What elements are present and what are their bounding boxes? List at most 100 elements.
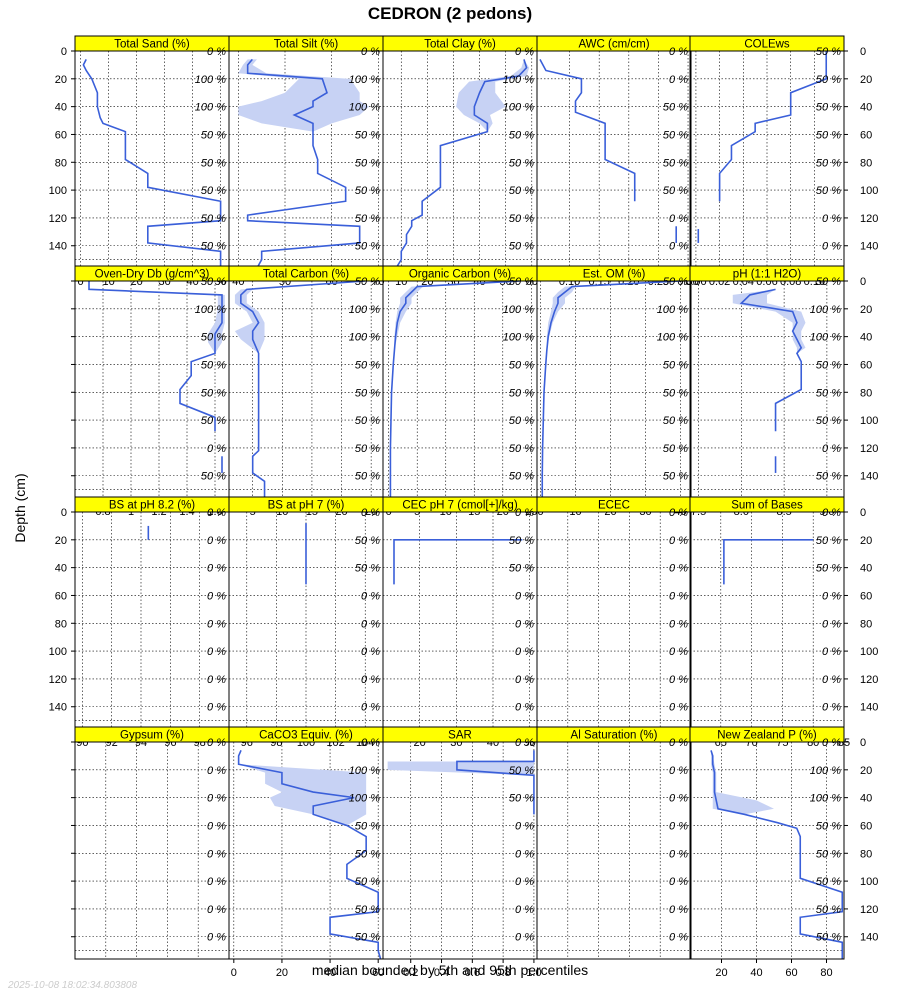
panel-title: SAR	[448, 730, 472, 742]
x-axis-label: median bounded by 5th and 95th percentil…	[311, 962, 589, 978]
pct-label: 0 %	[822, 507, 841, 519]
pct-label: 0 %	[515, 702, 534, 714]
pct-label: 0 %	[669, 46, 688, 58]
pct-label: 50 %	[355, 563, 380, 575]
pct-label: 0 %	[207, 590, 226, 602]
pct-label: 0 %	[669, 241, 688, 253]
pct-label: 0 %	[822, 590, 841, 602]
pct-label: 100 %	[349, 74, 380, 86]
pct-label: 100 %	[349, 102, 380, 114]
pct-label: 50 %	[355, 276, 380, 288]
pct-label: 50 %	[663, 443, 688, 455]
percentile-band	[396, 59, 530, 268]
pct-label: 100 %	[810, 765, 841, 777]
y-tick-label: 0	[61, 507, 67, 519]
median-line	[541, 280, 681, 498]
pct-label: 50 %	[816, 102, 841, 114]
pct-label: 0 %	[822, 646, 841, 658]
pct-label: 100 %	[349, 765, 380, 777]
pct-label: 50 %	[201, 276, 226, 288]
pct-label: 100 %	[657, 332, 688, 344]
pct-label: 50 %	[509, 387, 534, 399]
x-tick-label: 40	[750, 967, 762, 979]
x-tick-label: 0	[78, 276, 84, 288]
y-tick-label: 100	[860, 876, 878, 888]
pct-label: 0 %	[669, 674, 688, 686]
pct-label: 100 %	[195, 304, 226, 316]
pct-label: 0 %	[669, 507, 688, 519]
pct-label: 50 %	[201, 415, 226, 427]
panel-title: Sum of Bases	[731, 500, 803, 512]
pct-label: 0 %	[822, 241, 841, 253]
x-tick-label: 80	[820, 967, 832, 979]
pct-label: 50 %	[509, 276, 534, 288]
pct-label: 50 %	[355, 129, 380, 141]
pct-label: 0 %	[361, 646, 380, 658]
pct-label: 50 %	[816, 157, 841, 169]
y-tick-label: 80	[860, 618, 872, 630]
pct-label: 0 %	[361, 737, 380, 749]
panel-title: CaCO3 Equiv. (%)	[259, 730, 353, 742]
pct-label: 0 %	[669, 737, 688, 749]
y-tick-label: 140	[49, 241, 67, 253]
panel-title: ECEC	[598, 500, 630, 512]
pct-label: 0 %	[822, 702, 841, 714]
y-tick-label: 120	[49, 674, 67, 686]
pct-label: 50 %	[509, 765, 534, 777]
pct-label: 50 %	[816, 820, 841, 832]
y-tick-label: 0	[860, 46, 866, 58]
pct-label: 50 %	[663, 387, 688, 399]
pct-label: 0 %	[515, 876, 534, 888]
pct-label: 50 %	[816, 276, 841, 288]
y-tick-label: 60	[860, 359, 872, 371]
pct-label: 50 %	[355, 241, 380, 253]
median-line	[240, 280, 366, 498]
pct-label: 0 %	[669, 74, 688, 86]
panel-title: COLEws	[744, 39, 790, 51]
pct-label: 0 %	[207, 793, 226, 805]
pct-label: 0 %	[669, 932, 688, 944]
pct-label: 50 %	[816, 74, 841, 86]
pct-label: 100 %	[810, 304, 841, 316]
y-tick-label: 120	[860, 443, 878, 455]
y-tick-label: 80	[55, 618, 67, 630]
pct-label: 0 %	[207, 737, 226, 749]
pct-label: 50 %	[355, 185, 380, 197]
pct-label: 0 %	[669, 820, 688, 832]
pct-label: 0 %	[361, 507, 380, 519]
y-tick-label: 0	[860, 737, 866, 749]
y-tick-label: 120	[860, 674, 878, 686]
y-tick-label: 140	[860, 932, 878, 944]
pct-label: 0 %	[669, 646, 688, 658]
figure-title: CEDRON (2 pedons)	[367, 4, 533, 23]
pct-label: 50 %	[509, 129, 534, 141]
pct-label: 50 %	[509, 563, 534, 575]
median-line	[88, 281, 223, 432]
median-line	[393, 539, 523, 585]
pct-label: 50 %	[816, 848, 841, 860]
median-line	[539, 58, 636, 202]
pct-label: 0 %	[207, 932, 226, 944]
y-tick-label: 140	[860, 241, 878, 253]
pct-label: 0 %	[515, 904, 534, 916]
timestamp: 2025-10-08 18:02:34.803808	[8, 980, 138, 991]
panel-title: BS at pH 7 (%)	[268, 500, 345, 512]
y-tick-label: 80	[860, 848, 872, 860]
median-line	[395, 59, 528, 269]
y-tick-label: 140	[860, 471, 878, 483]
panel-title: Al Saturation (%)	[571, 730, 658, 742]
pct-label: 100 %	[195, 102, 226, 114]
pct-label: 0 %	[822, 443, 841, 455]
pct-label: 50 %	[509, 241, 534, 253]
pct-label: 100 %	[503, 102, 534, 114]
panel-border	[74, 741, 230, 960]
pct-label: 100 %	[503, 332, 534, 344]
pct-label: 50 %	[663, 157, 688, 169]
y-tick-label: 20	[860, 535, 872, 547]
x-tick-label: 60	[372, 967, 384, 979]
pct-label: 50 %	[355, 848, 380, 860]
pct-label: 0 %	[515, 507, 534, 519]
y-tick-label: 100	[860, 185, 878, 197]
y-tick-label: 40	[860, 793, 872, 805]
pct-label: 50 %	[663, 276, 688, 288]
